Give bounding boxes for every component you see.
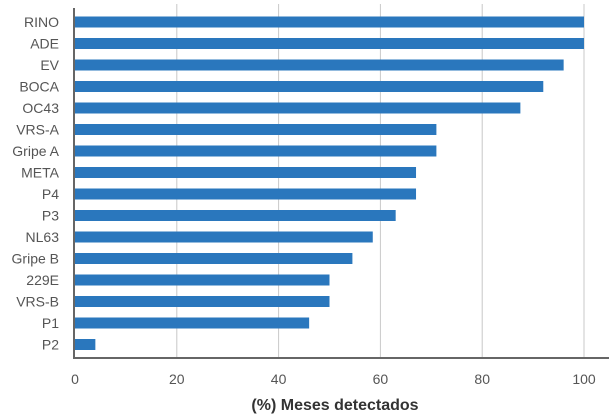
bar-vrs-a bbox=[75, 124, 437, 135]
bar-meta bbox=[75, 167, 417, 178]
category-label: OC43 bbox=[22, 100, 59, 116]
x-tick-labels: 0 20 40 60 80 100 bbox=[71, 371, 596, 387]
category-label: P3 bbox=[42, 208, 59, 224]
bar-vrs-b bbox=[75, 296, 330, 307]
category-label: Gripe B bbox=[12, 251, 59, 267]
bar-p3 bbox=[75, 210, 396, 221]
bar-rino bbox=[75, 16, 584, 28]
category-label: Gripe A bbox=[12, 143, 59, 159]
category-label: META bbox=[21, 165, 60, 181]
bar-ade bbox=[75, 38, 584, 49]
bar-229e bbox=[75, 274, 330, 286]
category-label: 229E bbox=[26, 272, 59, 288]
bar-gripe-b bbox=[75, 253, 353, 264]
category-label: P1 bbox=[42, 315, 59, 331]
x-tick-label: 20 bbox=[169, 371, 185, 387]
bar-p2 bbox=[75, 339, 96, 350]
bar-boca bbox=[75, 81, 544, 92]
category-label: VRS-B bbox=[16, 294, 59, 310]
x-tick-label: 80 bbox=[474, 371, 490, 387]
bar-p4 bbox=[75, 188, 417, 200]
bar-oc43 bbox=[75, 102, 521, 114]
x-tick-label: 100 bbox=[572, 371, 596, 387]
category-label: P4 bbox=[42, 186, 59, 202]
category-label: EV bbox=[40, 57, 59, 73]
bar-gripe-a bbox=[75, 145, 437, 157]
category-label: P2 bbox=[42, 337, 59, 353]
bar-nl63 bbox=[75, 231, 373, 243]
x-tick-label: 60 bbox=[373, 371, 389, 387]
category-label: NL63 bbox=[26, 229, 60, 245]
bars bbox=[75, 16, 584, 350]
x-tick-label: 40 bbox=[271, 371, 287, 387]
bar-ev bbox=[75, 59, 564, 71]
category-label: VRS-A bbox=[16, 122, 59, 138]
category-label: RINO bbox=[24, 14, 59, 30]
category-labels: RINO ADE EV BOCA OC43 VRS-A Gripe A META P4 P3 NL6… bbox=[12, 14, 60, 353]
category-label: ADE bbox=[30, 36, 59, 52]
x-axis-title: (%) Meses detectados bbox=[251, 397, 418, 414]
x-tick-label: 0 bbox=[71, 371, 79, 387]
bar-p1 bbox=[75, 317, 310, 329]
category-label: BOCA bbox=[19, 79, 59, 95]
